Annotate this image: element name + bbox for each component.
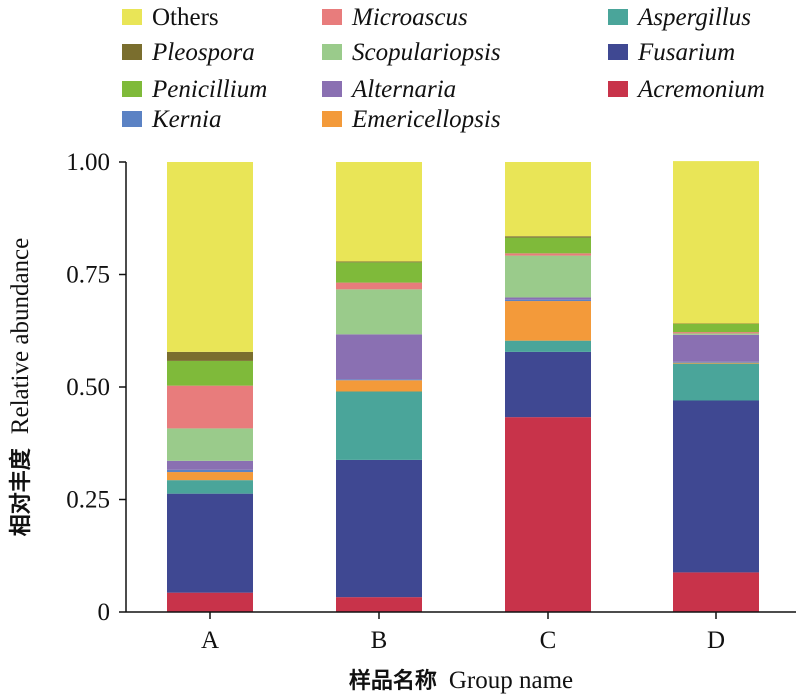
bar-segment-c-fusarium: [505, 351, 591, 418]
bar-segment-b-kernia: [336, 379, 422, 381]
bar-segment-c-aspergillus: [505, 340, 591, 352]
bar-segment-c-alternaria: [505, 297, 591, 300]
legend-swatch-pleospora: [122, 44, 142, 60]
bar-segment-b-penicillium: [336, 262, 422, 283]
y-tick-label: 0.25: [66, 487, 110, 514]
bar-segment-a-acremonium: [167, 592, 253, 612]
x-axis-ticks: A B C D: [201, 612, 725, 654]
bar-segment-d-others: [673, 161, 759, 324]
bar-segment-a-kernia: [167, 469, 253, 473]
legend-swatch-penicillium: [122, 81, 142, 97]
bar-segment-a-emericellopsis: [167, 472, 253, 481]
bar-segment-b-fusarium: [336, 459, 422, 598]
bar-segment-a-aspergillus: [167, 480, 253, 494]
x-axis-title-cn: 样品名称: [349, 668, 437, 694]
legend-swatch-acremonium: [608, 81, 628, 97]
bar-segment-d-penicillium: [673, 324, 759, 333]
y-axis-title-cn: 相对丰度: [8, 447, 34, 536]
bar-segment-a-pleospora: [167, 351, 253, 361]
bar-segment-b-emericellopsis: [336, 380, 422, 392]
legend: Others Microascus Aspergillus Pleospora Scop…: [122, 4, 765, 133]
bar-segment-a-others: [167, 162, 253, 352]
plot-area: 0 0.25 0.50 0.75 1.00 A B C D: [66, 149, 796, 654]
legend-label-penicillium: Penicillium: [151, 76, 267, 103]
x-tick-label: C: [540, 627, 557, 654]
legend-swatch-scopulariopsis: [322, 44, 342, 60]
legend-swatch-alternaria: [322, 81, 342, 97]
bar-segment-d-kernia: [673, 361, 759, 363]
bar-segment-b-acremonium: [336, 597, 422, 612]
bar-segment-b-alternaria: [336, 334, 422, 380]
y-tick-label: 0.75: [66, 262, 110, 289]
bar-segment-c-emericellopsis: [505, 301, 591, 341]
x-tick-label: A: [201, 627, 219, 654]
y-tick-label: 1.00: [66, 149, 110, 176]
legend-swatch-others: [122, 9, 142, 25]
legend-swatch-emericellopsis: [322, 111, 342, 127]
y-axis-title-en: Relative abundance: [7, 238, 34, 434]
bars: [167, 161, 759, 612]
legend-label-alternaria: Alternaria: [350, 76, 456, 103]
y-tick-label: 0.50: [66, 374, 110, 401]
legend-label-emericellopsis: Emericellopsis: [351, 106, 501, 133]
legend-label-others: Others: [152, 4, 219, 31]
bar-segment-d-scopulariopsis: [673, 333, 759, 335]
bar-segment-c-kernia: [505, 299, 591, 302]
bar-segment-d-microascus: [673, 332, 759, 334]
legend-swatch-microascus: [322, 9, 342, 25]
y-tick-label: 0: [98, 599, 111, 626]
bar-segment-b-pleospora: [336, 261, 422, 263]
legend-label-acremonium: Acremonium: [636, 76, 765, 103]
bar-segment-b-microascus: [336, 282, 422, 290]
x-tick-label: B: [371, 627, 388, 654]
bar-segment-b-aspergillus: [336, 391, 422, 460]
bar-segment-d-aspergillus: [673, 363, 759, 401]
x-tick-label: D: [707, 627, 725, 654]
legend-swatch-aspergillus: [608, 9, 628, 25]
bar-segment-c-others: [505, 162, 591, 237]
bar-segment-d-alternaria: [673, 334, 759, 362]
bar-segment-a-penicillium: [167, 360, 253, 386]
svg-text:样品名称 Group name: 样品名称 Group name: [349, 667, 573, 694]
legend-label-scopulariopsis: Scopulariopsis: [352, 39, 501, 66]
bar-segment-c-acremonium: [505, 417, 591, 612]
bar-segment-a-alternaria: [167, 460, 253, 470]
legend-label-aspergillus: Aspergillus: [636, 4, 751, 31]
bar-segment-a-microascus: [167, 385, 253, 429]
y-axis-ticks: 0 0.25 0.50 0.75 1.00: [66, 149, 126, 626]
bar-segment-a-fusarium: [167, 493, 253, 593]
legend-label-microascus: Microascus: [351, 4, 468, 31]
legend-swatch-fusarium: [608, 44, 628, 60]
bar-segment-c-pleospora: [505, 236, 591, 238]
bar-segment-a-scopulariopsis: [167, 428, 253, 461]
bar-segment-c-penicillium: [505, 237, 591, 254]
legend-swatch-kernia: [122, 111, 142, 127]
x-axis-title: 样品名称 Group name: [349, 667, 573, 694]
bar-segment-b-others: [336, 162, 422, 262]
bar-segment-d-emericellopsis: [673, 362, 759, 364]
bar-segment-c-microascus: [505, 253, 591, 256]
legend-label-kernia: Kernia: [151, 106, 221, 133]
legend-label-pleospora: Pleospora: [151, 39, 255, 66]
bar-segment-d-acremonium: [673, 572, 759, 612]
bar-segment-d-fusarium: [673, 400, 759, 573]
svg-text:相对丰度 Relative abundance: 相对丰度 Relative abundance: [7, 238, 34, 536]
y-axis-title: 相对丰度 Relative abundance: [7, 238, 34, 536]
bar-segment-c-scopulariopsis: [505, 255, 591, 298]
x-axis-title-en: Group name: [449, 667, 573, 694]
legend-label-fusarium: Fusarium: [637, 39, 735, 66]
bar-segment-b-scopulariopsis: [336, 289, 422, 335]
